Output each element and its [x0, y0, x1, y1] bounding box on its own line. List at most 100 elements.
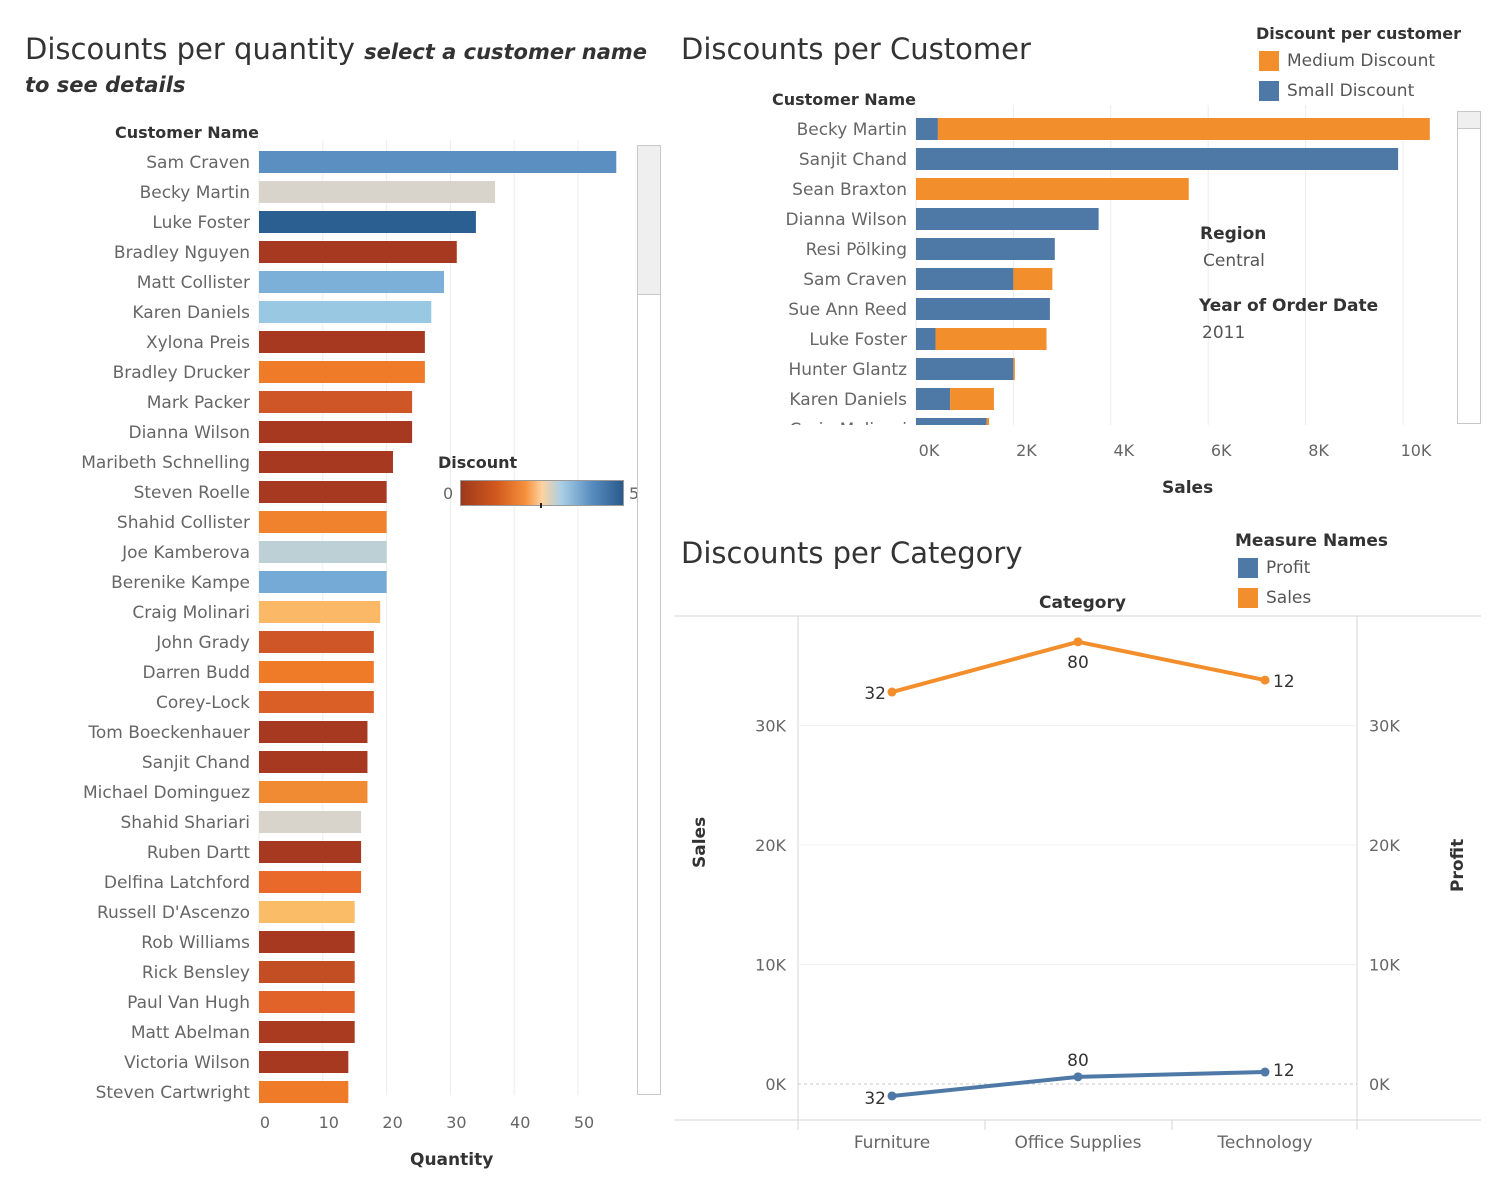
quantity-bar-rob-williams — [259, 931, 355, 953]
quantity-bar-sam-craven — [259, 151, 617, 173]
sheet2-title: Discounts per Customer — [681, 32, 1031, 66]
quantity-bar-paul-van-hugh — [259, 991, 355, 1013]
customer-label-dianna-wilson: Dianna Wilson — [128, 423, 250, 443]
sales-bar-medium-discount-luke-foster — [935, 328, 1047, 350]
category-label-technology: Technology — [1216, 1133, 1312, 1153]
medium-discount-swatch — [1259, 51, 1279, 71]
customer-label-bradley-nguyen: Bradley Nguyen — [114, 243, 250, 263]
customer-label-mark-packer: Mark Packer — [147, 393, 250, 413]
customer-label-craig-molinari: Craig Molinari — [132, 603, 250, 623]
customer-label-resi-p-lking: Resi Pölking — [806, 240, 907, 260]
customer-label-becky-martin: Becky Martin — [140, 183, 250, 203]
customer-label-sean-braxton: Sean Braxton — [792, 180, 907, 200]
sales-axis-tick: 20K — [755, 836, 786, 855]
x-tick-label: 20 — [382, 1113, 402, 1132]
quantity-bar-steven-roelle — [259, 481, 387, 503]
quantity-bar-joe-kamberova — [259, 541, 387, 563]
measure-names-legend-title: Measure Names — [1235, 531, 1389, 551]
customer-label-berenike-kampe: Berenike Kampe — [111, 573, 250, 593]
profit-axis-tick: 0K — [1369, 1075, 1390, 1094]
customer-label-matt-collister: Matt Collister — [137, 273, 250, 293]
x-tick-label: 50 — [574, 1113, 594, 1132]
quantity-bar-darren-budd — [259, 661, 374, 683]
sheet1-x-axis-title: Quantity — [410, 1150, 494, 1170]
profit-axis-title: Profit — [1448, 838, 1468, 892]
profit-legend-label: Profit — [1266, 558, 1311, 578]
legend-medium-discount[interactable]: Medium Discount — [1259, 46, 1435, 76]
legend-profit[interactable]: Profit — [1238, 553, 1311, 583]
customer-label-karen-daniels: Karen Daniels — [132, 303, 250, 323]
quantity-bar-corey-lock — [259, 691, 374, 713]
x-tick-label: 40 — [510, 1113, 530, 1132]
year-filter-label: Year of Order Date — [1199, 296, 1379, 316]
customer-label-steven-cartwright: Steven Cartwright — [96, 1083, 251, 1103]
region-filter-label: Region — [1200, 224, 1267, 244]
customer-label-victoria-wilson: Victoria Wilson — [124, 1053, 250, 1073]
sales-bar-small-discount-dianna-wilson — [916, 208, 1099, 230]
quantity-bar-victoria-wilson — [259, 1051, 349, 1073]
category-label-furniture: Furniture — [854, 1133, 930, 1153]
sales-bar-medium-discount-sam-craven — [1013, 268, 1053, 290]
customer-label-delfina-latchford: Delfina Latchford — [104, 873, 250, 893]
sheet3-title: Discounts per Category — [681, 536, 1023, 570]
customer-label-bradley-drucker: Bradley Drucker — [113, 363, 250, 383]
sheet1-title: Discounts per quantity select a customer… — [25, 32, 647, 66]
discount-legend-max: 5 — [629, 484, 640, 503]
year-filter-value: 2011 — [1202, 323, 1246, 343]
customer-label-rob-williams: Rob Williams — [141, 933, 250, 953]
sales-bar-small-discount-becky-martin — [916, 118, 938, 140]
sales-tick-label: 0K — [919, 441, 940, 460]
sales-swatch — [1238, 588, 1258, 608]
discount-legend-title: Discount — [438, 453, 518, 472]
sales-point-office-supplies — [1073, 637, 1083, 647]
quantity-bar-bradley-drucker — [259, 361, 425, 383]
category-header: Category — [1039, 593, 1126, 613]
sales-bar-small-discount-sue-ann-reed — [916, 298, 1050, 320]
sheet2-scrollbar-thumb[interactable] — [1458, 112, 1480, 129]
customer-label-hunter-glantz: Hunter Glantz — [788, 360, 907, 380]
quantity-bar-russell-d-ascenzo — [259, 901, 355, 923]
sales-axis-tick: 0K — [765, 1075, 786, 1094]
customer-label-joe-kamberova: Joe Kamberova — [121, 543, 250, 563]
profit-axis-tick: 10K — [1369, 956, 1400, 975]
quantity-bar-john-grady — [259, 631, 374, 653]
quantity-bar-luke-foster — [259, 211, 476, 233]
quantity-bar-xylona-preis — [259, 331, 425, 353]
profit-axis-tick: 30K — [1369, 717, 1400, 736]
sales-tick-label: 8K — [1308, 441, 1329, 460]
quantity-bar-michael-dominguez — [259, 781, 368, 803]
quantity-bar-delfina-latchford — [259, 871, 362, 893]
customer-label-russell-d-ascenzo: Russell D'Ascenzo — [97, 903, 250, 923]
chart2-plot-group: Becky Martin Sanjit Chand Sean Braxton Dian… — [785, 105, 1430, 425]
quantity-bar-sanjit-chand — [259, 751, 368, 773]
quantity-bar-bradley-nguyen — [259, 241, 457, 263]
sales-data-label: 32 — [864, 684, 886, 704]
customer-label-karen-daniels: Karen Daniels — [789, 390, 907, 410]
profit-axis-tick: 20K — [1369, 836, 1400, 855]
sales-axis-tick: 10K — [755, 956, 786, 975]
sheet1-scrollbar[interactable] — [637, 145, 661, 1095]
sheet2-scrollbar[interactable] — [1457, 111, 1481, 424]
customer-label-rick-bensley: Rick Bensley — [142, 963, 250, 983]
customer-label-becky-martin: Becky Martin — [797, 120, 907, 140]
sales-point-furniture — [887, 687, 897, 697]
region-filter-value: Central — [1203, 251, 1265, 271]
legend-small-discount[interactable]: Small Discount — [1259, 76, 1435, 106]
legend-sales[interactable]: Sales — [1238, 583, 1311, 613]
customer-sales-bar-chart: Becky Martin Sanjit Chand Sean Braxton Dian… — [785, 105, 1432, 460]
quantity-bar-ruben-dartt — [259, 841, 362, 863]
profit-data-label: 80 — [1067, 1051, 1089, 1071]
customer-label-sam-craven: Sam Craven — [803, 270, 907, 290]
customer-label-sue-ann-reed: Sue Ann Reed — [788, 300, 907, 320]
quantity-bar-rick-bensley — [259, 961, 355, 983]
x-tick-label: 30 — [446, 1113, 466, 1132]
quantity-bar-berenike-kampe — [259, 571, 387, 593]
sheet1-scrollbar-thumb[interactable] — [638, 146, 660, 295]
profit-swatch — [1238, 558, 1258, 578]
customer-label-steven-roelle: Steven Roelle — [134, 483, 250, 503]
quantity-bar-karen-daniels — [259, 301, 432, 323]
customer-label-shahid-shariari: Shahid Shariari — [120, 813, 250, 833]
sales-tick-label: 10K — [1401, 441, 1432, 460]
customer-label-paul-van-hugh: Paul Van Hugh — [127, 993, 250, 1013]
customer-label-maribeth-schnelling: Maribeth Schnelling — [81, 453, 250, 473]
